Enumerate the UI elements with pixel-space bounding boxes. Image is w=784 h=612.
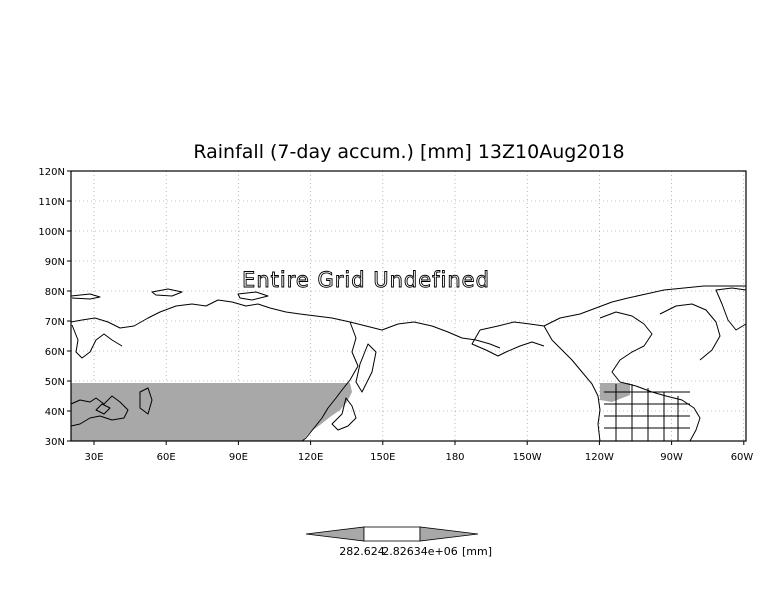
lat-tick-label: 110N (38, 197, 65, 208)
map-plot-area: Entire Grid Undefined 120N 110N 100N 90N 80N… (38, 167, 753, 463)
lon-tick-label: 60W (731, 452, 754, 463)
lat-tick-label: 40N (45, 407, 65, 418)
latitude-axis: 120N 110N 100N 90N 80N 70N 60N 50N 40N 30N (38, 167, 71, 448)
colorbar-high-label: 2.82634e+06 (382, 545, 457, 558)
lon-tick-label: 90E (229, 452, 248, 463)
lat-tick-label: 50N (45, 377, 65, 388)
map-title: Rainfall (7-day accum.) [mm] 13Z10Aug201… (193, 141, 624, 163)
lon-tick-label: 120W (585, 452, 614, 463)
undefined-grid-notice: Entire Grid Undefined (242, 268, 490, 292)
lat-tick-label: 70N (45, 317, 65, 328)
lat-tick-label: 120N (38, 167, 65, 178)
lon-tick-label: 120E (298, 452, 323, 463)
colorbar-unit-label: [mm] (462, 545, 492, 558)
colorbar-low-arrow (305, 526, 365, 542)
coastlines (70, 285, 747, 442)
colorbar: 282.624 2.82634e+06 [mm] (305, 526, 492, 558)
longitude-axis: 30E 60E 90E 120E 150E 180 150W 120W 90W 60W (84, 441, 753, 463)
lat-tick-label: 90N (45, 257, 65, 268)
lon-tick-label: 30E (84, 452, 103, 463)
colorbar-box (363, 526, 421, 542)
colorbar-low-label: 282.624 (339, 545, 385, 558)
lat-tick-label: 60N (45, 347, 65, 358)
lat-tick-label: 100N (38, 227, 65, 238)
shaded-region-eurasia (71, 383, 352, 441)
lon-tick-label: 60E (157, 452, 176, 463)
lat-tick-label: 30N (45, 437, 65, 448)
lon-tick-label: 90W (660, 452, 683, 463)
lon-tick-label: 150E (370, 452, 395, 463)
lon-tick-label: 180 (445, 452, 464, 463)
lat-tick-label: 80N (45, 287, 65, 298)
lon-tick-label: 150W (513, 452, 542, 463)
colorbar-high-arrow (419, 526, 479, 542)
